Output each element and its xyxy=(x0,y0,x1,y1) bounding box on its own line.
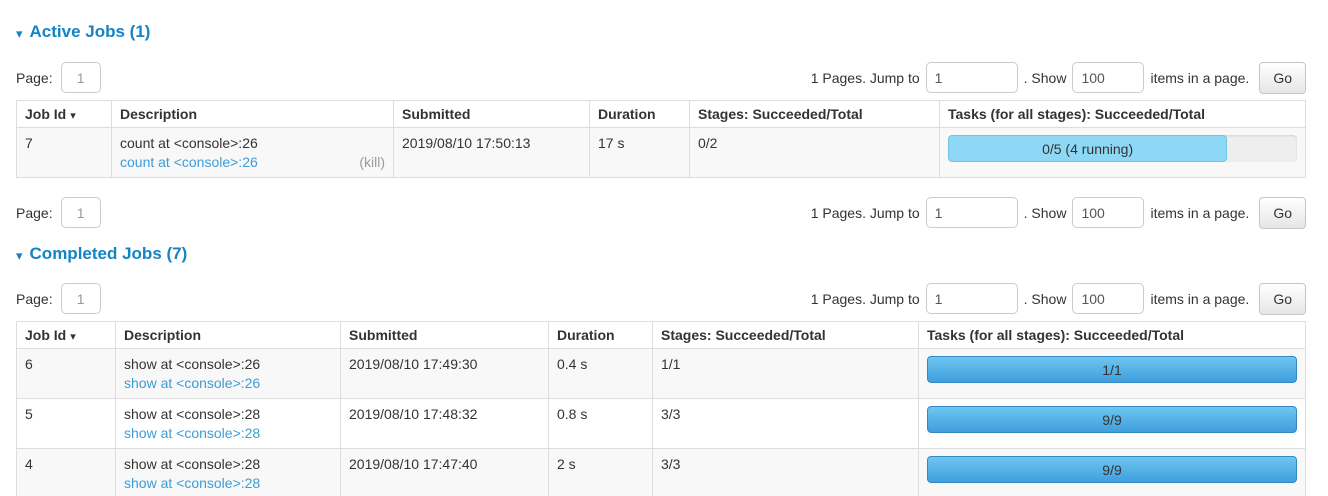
jobs-page: ▾ Active Jobs (1) Page: 1 Pages. Jump to… xyxy=(0,22,1322,496)
items-label: items in a page. xyxy=(1150,290,1250,307)
show-count-input[interactable] xyxy=(1072,283,1145,314)
submitted-cell: 2019/08/10 17:48:32 xyxy=(340,398,549,449)
description-cell: show at <console>:28 show at <console>:2… xyxy=(115,398,341,449)
pages-jump-label: 1 Pages. Jump to xyxy=(810,290,920,307)
col-duration[interactable]: Duration xyxy=(548,321,653,349)
col-description[interactable]: Description xyxy=(115,321,341,349)
sort-desc-icon: ▾ xyxy=(70,331,76,343)
progress-fill-completed: 9/9 xyxy=(927,456,1297,483)
table-row: 4 show at <console>:28 show at <console>… xyxy=(16,448,1306,496)
progress-fill-running: 0/5 (4 running) xyxy=(948,135,1228,162)
job-description-text: count at <console>:26 xyxy=(120,135,258,151)
jump-to-input[interactable] xyxy=(925,283,1018,314)
collapse-arrow-icon: ▾ xyxy=(16,25,23,41)
submitted-cell: 2019/08/10 17:49:30 xyxy=(340,348,549,399)
stages-cell: 3/3 xyxy=(652,398,919,449)
col-submitted[interactable]: Submitted xyxy=(393,100,590,128)
tasks-cell: 1/1 xyxy=(918,348,1306,399)
tasks-cell: 9/9 xyxy=(918,398,1306,449)
tasks-cell: 9/9 xyxy=(918,448,1306,496)
col-tasks[interactable]: Tasks (for all stages): Succeeded/Total xyxy=(939,100,1306,128)
col-job-id[interactable]: Job Id ▾ xyxy=(16,100,112,128)
job-detail-link[interactable]: show at <console>:28 xyxy=(124,475,261,491)
job-detail-link[interactable]: show at <console>:28 xyxy=(124,425,261,441)
table-row: 6 show at <console>:26 show at <console>… xyxy=(16,348,1306,399)
job-description-text: show at <console>:28 xyxy=(124,456,261,472)
description-cell: count at <console>:26 count at <console>… xyxy=(111,127,394,178)
jump-to-input[interactable] xyxy=(925,197,1018,228)
tasks-progress-bar: 1/1 xyxy=(927,356,1297,383)
items-label: items in a page. xyxy=(1150,69,1250,86)
kill-job-link[interactable]: (kill) xyxy=(359,154,385,170)
sort-desc-icon: ▾ xyxy=(70,110,76,122)
col-job-id[interactable]: Job Id ▾ xyxy=(16,321,116,349)
tasks-progress-bar: 9/9 xyxy=(927,456,1297,483)
page-number-input[interactable] xyxy=(60,283,101,314)
col-stages[interactable]: Stages: Succeeded/Total xyxy=(652,321,919,349)
pages-jump-label: 1 Pages. Jump to xyxy=(810,69,920,86)
active-jobs-title: Active Jobs (1) xyxy=(29,22,151,41)
active-pager-bottom: Page: 1 Pages. Jump to . Show items in a… xyxy=(16,196,1306,229)
col-tasks[interactable]: Tasks (for all stages): Succeeded/Total xyxy=(918,321,1306,349)
active-jobs-heading[interactable]: ▾ Active Jobs (1) xyxy=(16,22,1306,42)
completed-jobs-title: Completed Jobs (7) xyxy=(29,244,188,263)
description-cell: show at <console>:26 show at <console>:2… xyxy=(115,348,341,399)
duration-cell: 0.8 s xyxy=(548,398,653,449)
duration-cell: 2 s xyxy=(548,448,653,496)
job-id-cell: 4 xyxy=(16,448,116,496)
go-button[interactable]: Go xyxy=(1259,282,1306,315)
completed-pager-top: Page: 1 Pages. Jump to . Show items in a… xyxy=(16,282,1306,315)
col-duration[interactable]: Duration xyxy=(589,100,690,128)
show-label: . Show xyxy=(1023,290,1067,307)
job-id-cell: 5 xyxy=(16,398,116,449)
active-pager-top: Page: 1 Pages. Jump to . Show items in a… xyxy=(16,61,1306,94)
submitted-cell: 2019/08/10 17:47:40 xyxy=(340,448,549,496)
show-count-input[interactable] xyxy=(1072,197,1145,228)
page-number-input[interactable] xyxy=(60,62,101,93)
go-button[interactable]: Go xyxy=(1259,61,1306,94)
progress-fill-completed: 9/9 xyxy=(927,406,1297,433)
job-description-text: show at <console>:26 xyxy=(124,356,261,372)
completed-jobs-table: Job Id ▾ Description Submitted Duration S… xyxy=(16,321,1306,496)
col-stages[interactable]: Stages: Succeeded/Total xyxy=(689,100,940,128)
col-submitted[interactable]: Submitted xyxy=(340,321,549,349)
jump-to-input[interactable] xyxy=(925,62,1018,93)
table-row: 7 count at <console>:26 count at <consol… xyxy=(16,127,1306,178)
description-cell: show at <console>:28 show at <console>:2… xyxy=(115,448,341,496)
page-label: Page: xyxy=(16,290,53,307)
active-jobs-table: Job Id ▾ Description Submitted Duration S… xyxy=(16,100,1306,178)
tasks-progress-bar: 9/9 xyxy=(927,406,1297,433)
col-description[interactable]: Description xyxy=(111,100,394,128)
stages-cell: 0/2 xyxy=(689,127,940,178)
go-button[interactable]: Go xyxy=(1259,196,1306,229)
show-label: . Show xyxy=(1023,69,1067,86)
completed-table-header: Job Id ▾ Description Submitted Duration S… xyxy=(16,321,1306,349)
show-count-input[interactable] xyxy=(1072,62,1145,93)
progress-fill-completed: 1/1 xyxy=(927,356,1297,383)
page-label: Page: xyxy=(16,204,53,221)
duration-cell: 0.4 s xyxy=(548,348,653,399)
stages-cell: 3/3 xyxy=(652,448,919,496)
page-number-input[interactable] xyxy=(60,197,101,228)
collapse-arrow-icon: ▾ xyxy=(16,247,23,263)
job-id-cell: 7 xyxy=(16,127,112,178)
page-label: Page: xyxy=(16,69,53,86)
tasks-cell: 0/5 (4 running) xyxy=(939,127,1306,178)
tasks-progress-bar: 0/5 (4 running) xyxy=(948,135,1297,162)
job-detail-link[interactable]: show at <console>:26 xyxy=(124,375,261,391)
job-description-text: show at <console>:28 xyxy=(124,406,261,422)
job-detail-link[interactable]: count at <console>:26 xyxy=(120,154,258,170)
table-row: 5 show at <console>:28 show at <console>… xyxy=(16,398,1306,449)
items-label: items in a page. xyxy=(1150,204,1250,221)
pages-jump-label: 1 Pages. Jump to xyxy=(810,204,920,221)
active-table-header: Job Id ▾ Description Submitted Duration S… xyxy=(16,100,1306,128)
submitted-cell: 2019/08/10 17:50:13 xyxy=(393,127,590,178)
job-id-cell: 6 xyxy=(16,348,116,399)
show-label: . Show xyxy=(1023,204,1067,221)
stages-cell: 1/1 xyxy=(652,348,919,399)
completed-jobs-heading[interactable]: ▾ Completed Jobs (7) xyxy=(16,244,1306,264)
duration-cell: 17 s xyxy=(589,127,690,178)
